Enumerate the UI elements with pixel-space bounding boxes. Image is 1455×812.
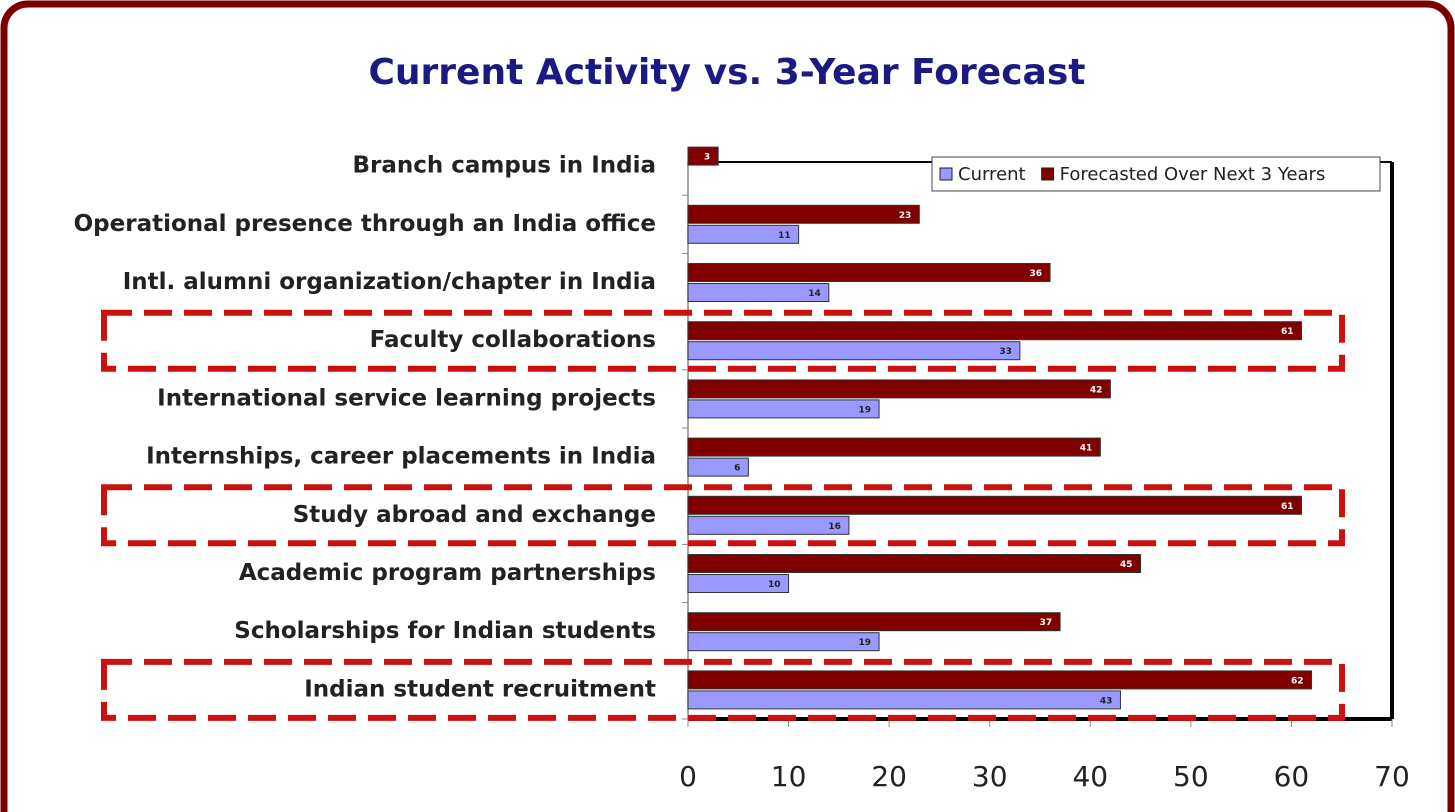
chart-title: Current Activity vs. 3-Year Forecast [369, 52, 1086, 93]
bar [687, 224, 800, 244]
value-label: 23 [899, 211, 912, 221]
bar [687, 204, 920, 224]
value-label: 61 [1281, 502, 1294, 512]
x-tick-label: 30 [972, 760, 1008, 793]
bar [687, 263, 1051, 282]
x-tick-label: 10 [771, 760, 807, 793]
value-label: 16 [828, 522, 841, 532]
x-tick-label: 40 [1072, 760, 1108, 793]
x-tick-label: 60 [1274, 760, 1310, 793]
highlight-box [101, 658, 1345, 721]
bar [687, 515, 850, 535]
bar [687, 437, 1101, 457]
value-label: 61 [1281, 327, 1294, 337]
category-label: Branch campus in India [352, 153, 656, 179]
value-label: 11 [778, 231, 791, 241]
x-tick-label: 0 [679, 760, 697, 793]
value-label: 33 [999, 347, 1012, 357]
x-tick-label: 50 [1173, 760, 1209, 793]
bar [687, 554, 1142, 573]
category-label: International service learning projects [157, 385, 656, 411]
legend-box [931, 156, 1381, 192]
bar [687, 283, 830, 302]
bar [687, 321, 1302, 341]
bar [687, 670, 1313, 690]
bar [687, 399, 880, 419]
legend-label: Forecasted Over Next 3 Years [1060, 164, 1326, 185]
category-label: Study abroad and exchange [293, 502, 656, 528]
bar [687, 632, 880, 652]
value-label: 42 [1090, 385, 1103, 395]
legend-swatch [939, 167, 953, 181]
value-label: 19 [859, 405, 872, 415]
category-label: Indian student recruitment [304, 676, 656, 702]
bar [687, 574, 790, 593]
category-label: Academic program partnerships [239, 560, 656, 586]
legend-label: Current [958, 164, 1026, 185]
highlight-box [101, 309, 1345, 372]
value-label: 19 [859, 638, 872, 648]
bar [687, 612, 1061, 632]
category-label: Operational presence through an India of… [74, 211, 656, 237]
legend-swatch [1041, 167, 1055, 181]
value-label: 14 [808, 289, 821, 299]
value-label: 6 [734, 464, 740, 474]
value-label: 43 [1100, 696, 1113, 706]
value-label: 10 [768, 580, 781, 590]
value-label: 62 [1291, 676, 1304, 686]
bar [687, 379, 1111, 399]
category-label: Scholarships for Indian students [234, 618, 656, 644]
value-label: 45 [1120, 560, 1133, 570]
category-label: Faculty collaborations [370, 327, 656, 353]
category-label: Intl. alumni organization/chapter in Ind… [123, 269, 656, 295]
value-label: 36 [1030, 269, 1043, 279]
bar [687, 146, 719, 166]
category-label: Internships, career placements in India [146, 444, 656, 470]
bar [687, 495, 1302, 515]
bar [687, 457, 749, 477]
value-label: 37 [1040, 618, 1053, 628]
bar [687, 690, 1121, 710]
bar [687, 341, 1021, 361]
x-tick-label: 20 [871, 760, 907, 793]
x-tick-label: 70 [1374, 760, 1410, 793]
highlight-box [101, 484, 1345, 547]
value-label: 41 [1080, 444, 1093, 454]
value-label: 3 [704, 153, 710, 163]
